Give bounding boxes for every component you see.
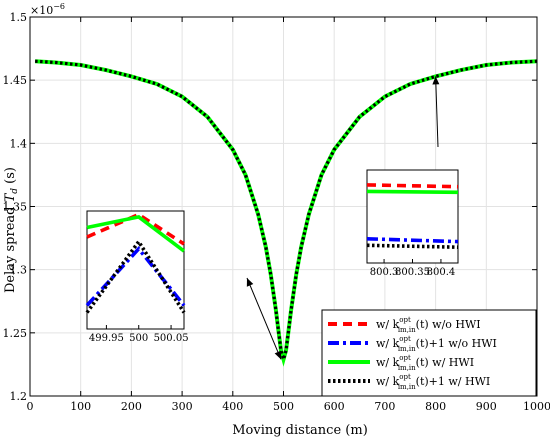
- y-tick-label: 1.3: [10, 264, 28, 277]
- x-tick-label: 700: [374, 400, 395, 413]
- inset-series-line: [366, 237, 459, 244]
- x-tick-label: 900: [476, 400, 497, 413]
- x-tick-label: 200: [121, 400, 142, 413]
- inset-tick-label: 500: [129, 333, 148, 344]
- inset-series-line: [86, 212, 185, 246]
- series-curve-green: [34, 59, 538, 367]
- y-axis-label: Delay spread Td (s): [3, 167, 20, 293]
- inset-tick-label: 800.35: [395, 267, 430, 278]
- x-tick-label: 500: [273, 400, 294, 413]
- y-tick-label: 1.4: [10, 137, 28, 150]
- legend-label: w/ kopt im,in(t) w/ HWI: [376, 354, 474, 372]
- inset-near-500: 499.95 500 500.05: [85, 210, 282, 360]
- y-tick-label: 1.5: [10, 11, 28, 24]
- legend-label: w/ kopt im,in(t)+1 w/ HWI: [376, 373, 490, 391]
- legend-label: w/ kopt im,in(t) w/o HWI: [376, 316, 481, 334]
- axis-ticks: 0 100 200 300 400 500 600 700 800 900 1000 1.2 1.25 1…: [3, 11, 550, 413]
- main-curves: [34, 59, 538, 367]
- x-tick-label: 800: [425, 400, 446, 413]
- x-tick-label: 0: [27, 400, 34, 413]
- x-tick-label: 400: [222, 400, 243, 413]
- inset-series-line: [86, 214, 186, 253]
- inset-tick-label: 500.05: [154, 333, 189, 344]
- inset-tick-label: 499.95: [89, 333, 124, 344]
- legend-box: [321, 309, 537, 397]
- y-tick-label: 1.2: [10, 390, 28, 403]
- inset-series-line: [366, 183, 459, 189]
- inset-series-line: [366, 189, 459, 195]
- y-tick-label: 1.35: [3, 201, 28, 214]
- x-tick-label: 300: [172, 400, 193, 413]
- arrow-head: [246, 278, 254, 287]
- x-axis-label: Moving distance (m): [232, 423, 368, 438]
- inset-series-line: [366, 243, 459, 249]
- inset-tick-label: 800.3: [370, 267, 399, 278]
- x-tick-label: 600: [324, 400, 345, 413]
- inset-frame: [366, 169, 459, 264]
- inset-frame: [86, 210, 185, 330]
- x-tick-label: 100: [70, 400, 91, 413]
- inset-pointer-arrow: [246, 277, 282, 360]
- y-tick-label: 1.45: [3, 74, 28, 87]
- inset-pointer-arrow: [435, 76, 439, 148]
- y-tick-label: 1.25: [3, 327, 28, 340]
- inset-tick-label: 800.4: [427, 267, 456, 278]
- legend-label: w/ kopt im,in(t)+1 w/o HWI: [376, 335, 497, 353]
- arrow-head: [432, 76, 440, 85]
- x-tick-label: 1000: [523, 400, 550, 413]
- arrow-head: [274, 350, 282, 360]
